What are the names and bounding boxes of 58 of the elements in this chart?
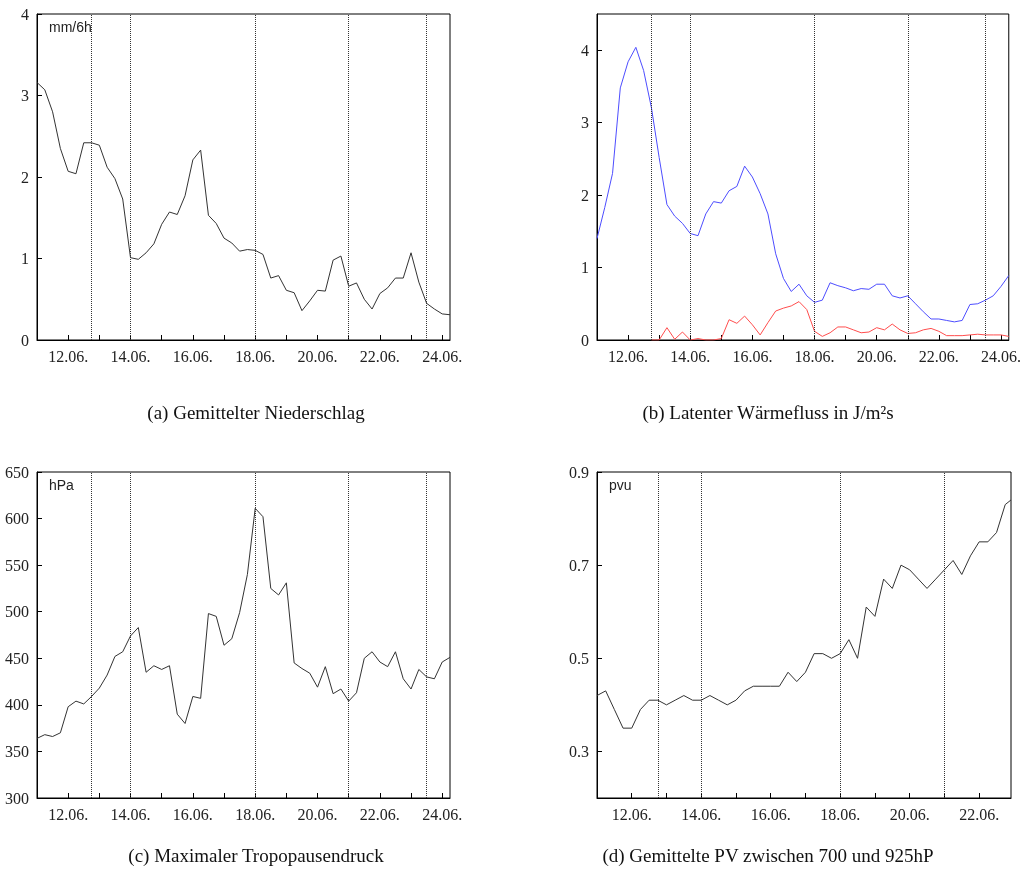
- y-tick-label: 650: [5, 463, 29, 481]
- x-tick-label: 14.06.: [681, 805, 722, 823]
- x-tick-label: 22.06.: [918, 347, 959, 365]
- x-tick-label: 16.06.: [732, 347, 773, 365]
- x-tick-label: 18.06.: [235, 805, 276, 823]
- y-tick-label: 2: [21, 168, 29, 186]
- line-series: [650, 301, 1010, 341]
- line-series: [596, 46, 1010, 323]
- text: (c) Maximaler Tropopausendruck: [128, 845, 385, 867]
- y-tick-label: 0.7: [569, 556, 589, 574]
- y-tick-label: 400: [5, 696, 29, 714]
- y-tick-label: 0: [21, 331, 29, 349]
- y-tick-label: 2: [581, 186, 589, 204]
- x-tick-label: 24.06.: [981, 347, 1021, 365]
- x-tick-label: 12.06.: [48, 805, 89, 823]
- y-tick-label: 0.9: [569, 463, 589, 481]
- y-axis-title: pvu: [609, 477, 632, 493]
- x-tick-label: 18.06.: [794, 347, 835, 365]
- x-tick-label: 22.06.: [359, 347, 400, 365]
- y-tick-label: 1: [581, 259, 589, 277]
- x-tick-label: 24.06.: [422, 347, 463, 365]
- y-tick-label: 350: [5, 742, 29, 760]
- text: (a) Gemittelter Niederschlag: [147, 402, 366, 424]
- y-tick-label: 4: [581, 41, 589, 59]
- x-tick-label: 22.06.: [959, 805, 1000, 823]
- x-tick-label: 12.06.: [611, 805, 652, 823]
- x-tick-label: 18.06.: [820, 805, 861, 823]
- y-axis-title: hPa: [49, 477, 75, 493]
- y-tick-label: 0: [581, 331, 589, 349]
- x-tick-label: 16.06.: [172, 805, 213, 823]
- y-tick-label: 500: [5, 603, 29, 621]
- x-tick-label: 20.06.: [297, 805, 338, 823]
- x-tick-label: 14.06.: [670, 347, 711, 365]
- y-tick-label: 300: [5, 789, 29, 807]
- y-tick-label: 1: [21, 250, 29, 267]
- y-tick-label: 4: [21, 5, 29, 23]
- x-tick-label: 20.06.: [856, 347, 897, 365]
- x-tick-label: 14.06.: [110, 805, 151, 823]
- x-tick-label: 20.06.: [889, 805, 930, 823]
- y-axis-title: mm/6h: [49, 19, 92, 35]
- y-tick-label: 600: [5, 510, 29, 528]
- x-tick-label: 14.06.: [110, 347, 151, 365]
- y-tick-label: 0.3: [569, 742, 589, 760]
- x-tick-label: 12.06.: [608, 347, 649, 365]
- text: (d) Gemittelte PV zwischen 700 und 925hP: [602, 845, 934, 867]
- x-tick-label: 16.06.: [750, 805, 791, 823]
- x-tick-label: 12.06.: [48, 347, 89, 365]
- x-tick-label: 22.06.: [359, 805, 400, 823]
- x-tick-label: 18.06.: [235, 347, 276, 365]
- x-tick-label: 16.06.: [172, 347, 213, 365]
- y-tick-label: 3: [21, 87, 29, 104]
- y-tick-label: 550: [5, 556, 29, 574]
- text: (b) Latenter Wärmefluss in J/m²s: [642, 402, 894, 424]
- y-tick-label: 0.5: [569, 649, 589, 667]
- y-tick-label: 3: [581, 114, 589, 132]
- y-tick-label: 450: [5, 649, 29, 667]
- x-tick-label: 20.06.: [297, 347, 338, 365]
- x-tick-label: 24.06.: [422, 805, 463, 823]
